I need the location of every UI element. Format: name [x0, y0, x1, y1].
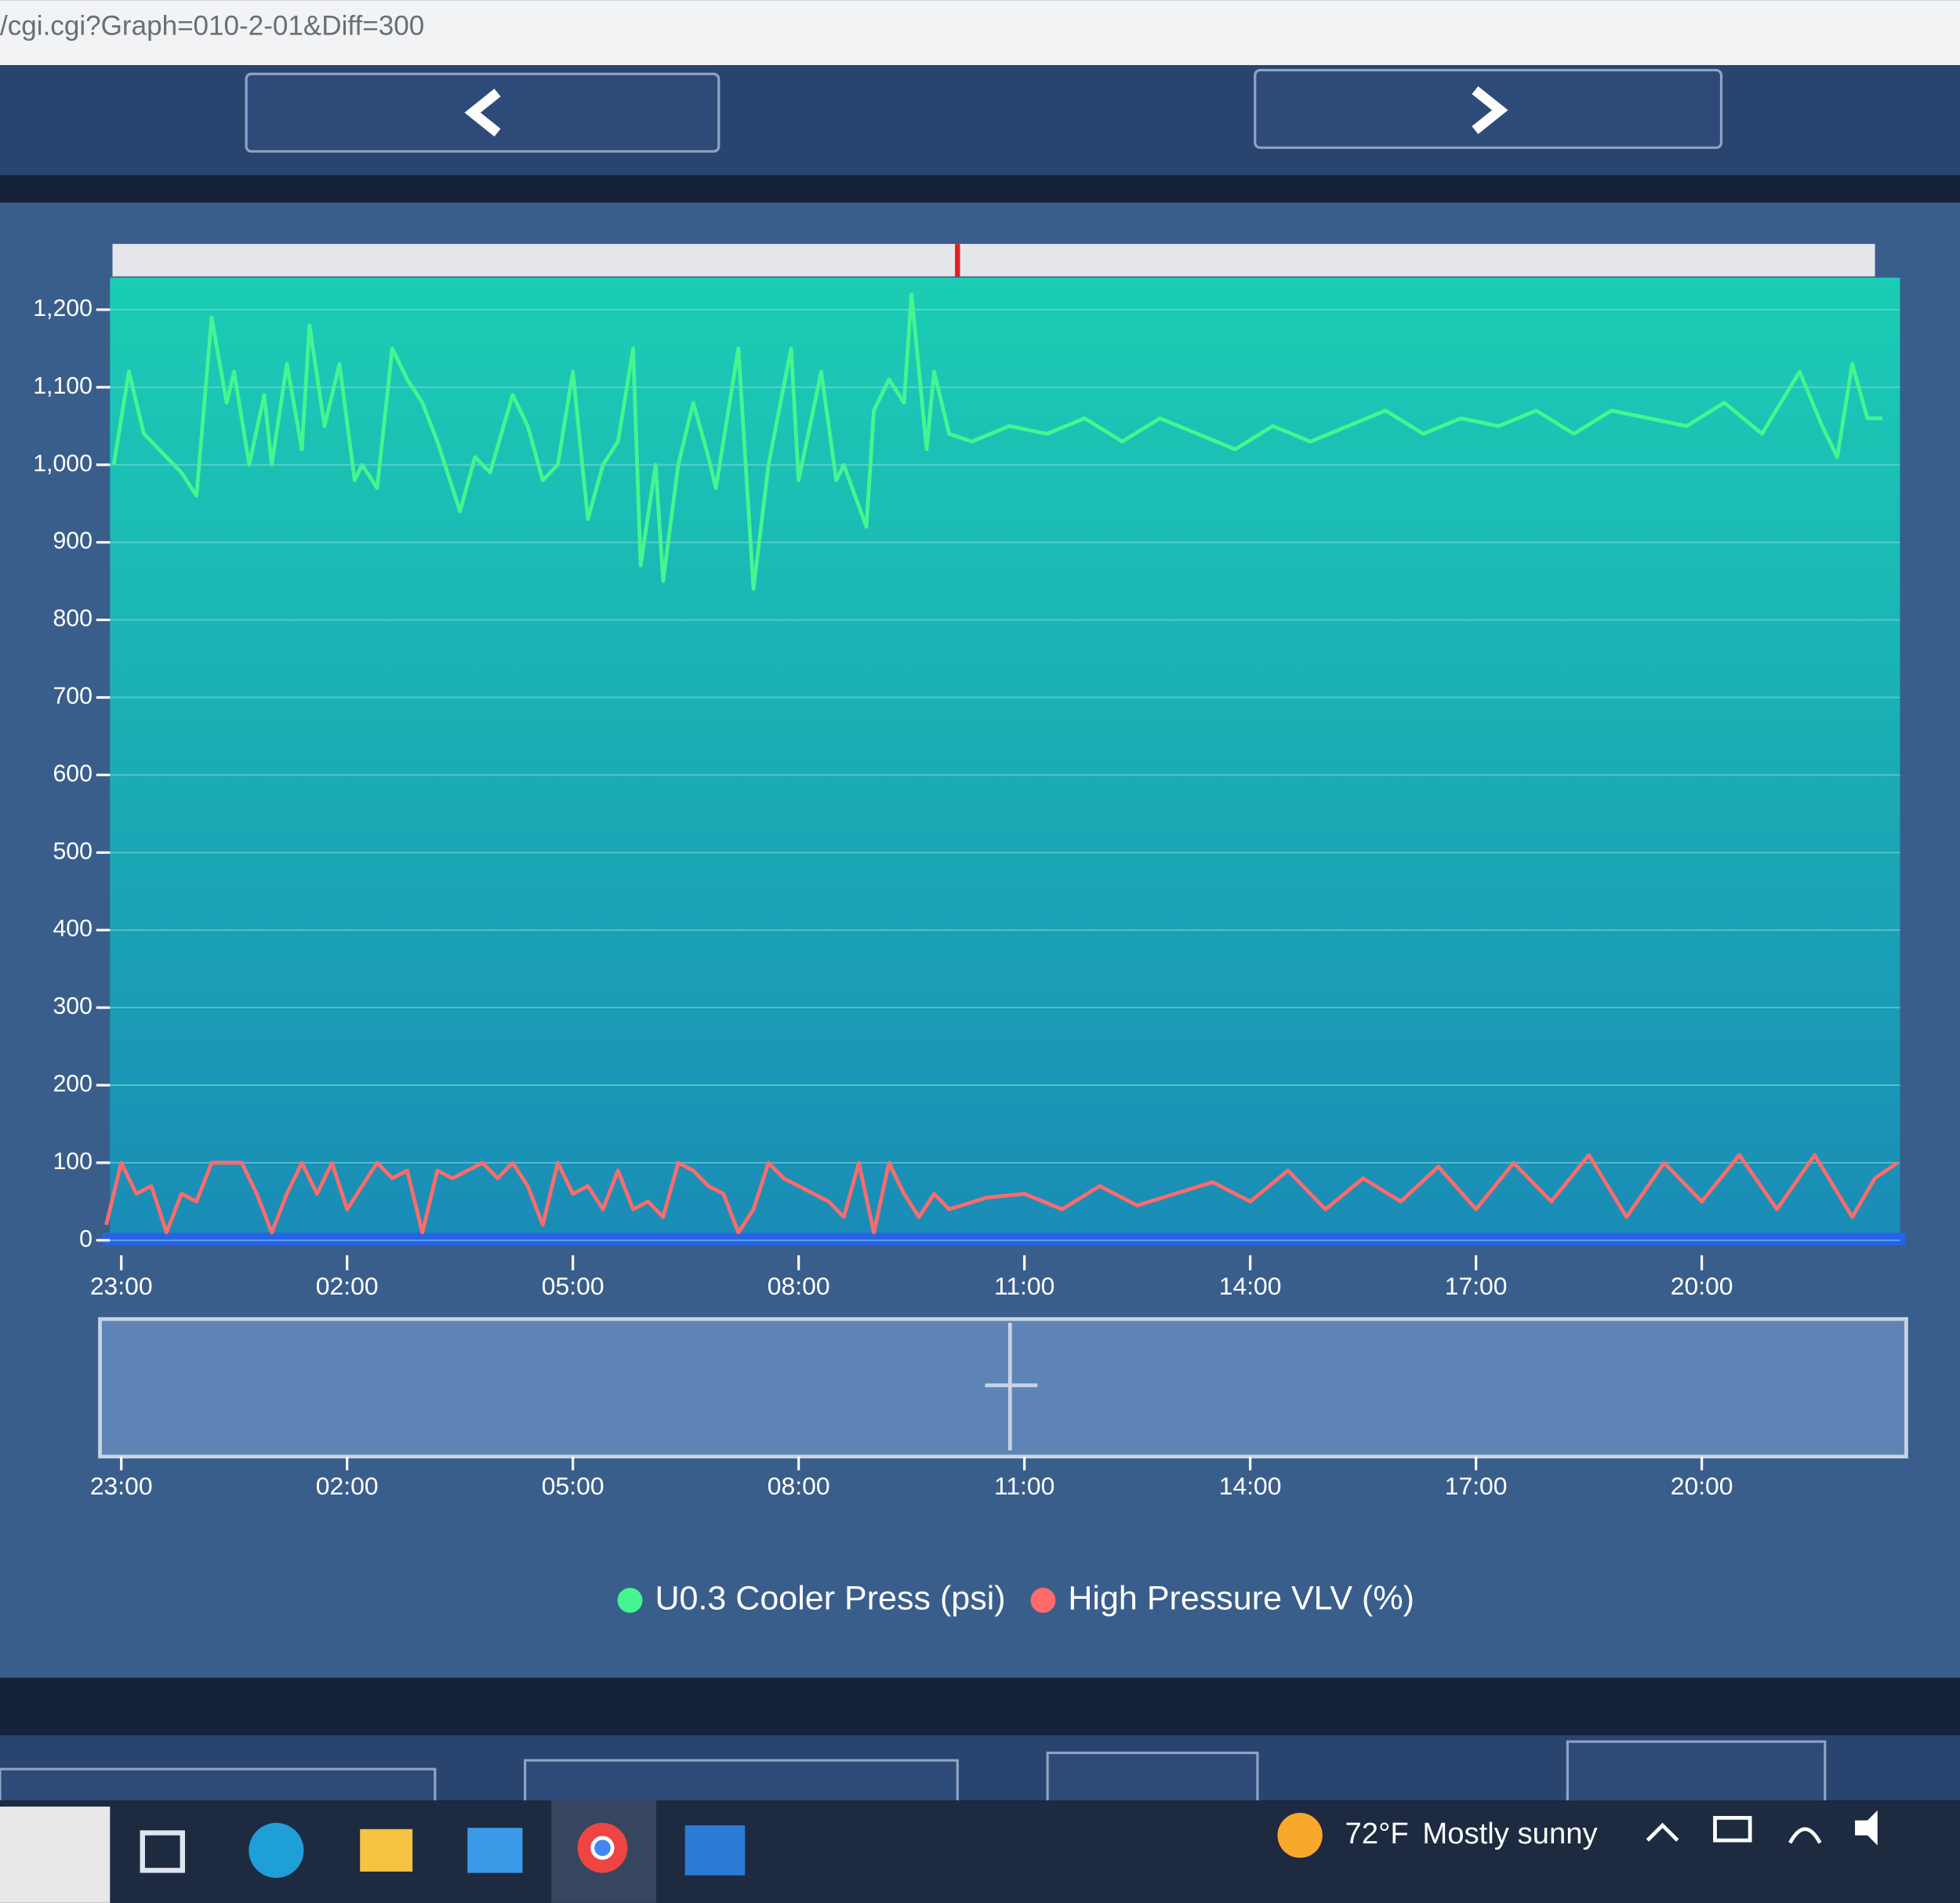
control-button[interactable]	[1046, 1751, 1259, 1804]
y-tick-label: 600	[53, 761, 93, 786]
y-tick-label: 1,000	[33, 451, 93, 477]
scrollbar[interactable]	[112, 244, 1875, 277]
wifi-icon[interactable]	[1788, 1827, 1822, 1844]
x-tick-label: 08:00	[768, 1272, 830, 1300]
y-tick-label: 100	[53, 1149, 93, 1175]
plot-area	[110, 278, 1900, 1240]
x-tick-label: 17:00	[1445, 1272, 1508, 1300]
navigator-x-tick-label: 20:00	[1671, 1472, 1733, 1500]
temperature[interactable]: 72°F	[1345, 1817, 1409, 1850]
chrome-center	[590, 1836, 615, 1860]
next-button[interactable]	[1254, 68, 1723, 149]
navigator-x-tick-label: 14:00	[1219, 1472, 1282, 1500]
weather-icon[interactable]	[1277, 1813, 1323, 1858]
y-tick-label: 1,200	[33, 296, 93, 321]
task-view-icon[interactable]	[140, 1830, 185, 1873]
navigator-x-tick-label: 05:00	[542, 1472, 604, 1500]
navigator-x-tick-label: 11:00	[994, 1472, 1054, 1500]
mail-icon[interactable]	[467, 1828, 523, 1873]
x-tick-label: 20:00	[1671, 1272, 1733, 1300]
next-icon	[1472, 85, 1508, 134]
x-tick-label: 05:00	[542, 1272, 604, 1300]
type-select[interactable]	[524, 1759, 959, 1807]
volume-icon[interactable]	[1855, 1810, 1878, 1846]
prev-button[interactable]	[245, 72, 720, 153]
control-button[interactable]	[1566, 1740, 1827, 1803]
address-bar	[0, 0, 1960, 66]
prev-icon	[464, 89, 501, 137]
navigator-x-tick-label: 17:00	[1445, 1472, 1508, 1500]
url[interactable]: /cgi.cgi?Graph=010-2-01&Diff=300	[0, 11, 424, 42]
y-tick-label: 0	[79, 1226, 93, 1252]
navigator-x-tick-label: 08:00	[768, 1472, 830, 1500]
y-tick-label: 700	[53, 683, 93, 709]
divider	[0, 1677, 1960, 1736]
search-box[interactable]	[0, 1807, 111, 1903]
x-tick-label: 11:00	[994, 1272, 1054, 1300]
y-tick-label: 1,100	[33, 373, 93, 399]
navigator-x-tick-label: 23:00	[90, 1472, 153, 1500]
y-tick-label: 900	[53, 528, 93, 554]
legend-label: U0.3 Cooler Press (psi)	[655, 1579, 1005, 1617]
y-tick-label: 500	[53, 838, 93, 864]
navigator-handle[interactable]	[985, 1323, 1038, 1451]
plot-layer: 0 100 200 300 400 500 600 700 800 900 1,000 1,100 1,…	[33, 292, 1900, 1500]
navigator[interactable]	[98, 1316, 1908, 1459]
series-line	[104, 1153, 1899, 1235]
weather-text[interactable]: Mostly sunny	[1422, 1817, 1598, 1850]
legend-marker	[617, 1588, 643, 1613]
y-tick-label: 300	[53, 993, 93, 1019]
divider	[0, 175, 1960, 203]
x-tick-label: 02:00	[316, 1272, 379, 1300]
edge-icon[interactable]	[249, 1822, 304, 1878]
baseline-bar	[102, 1233, 1905, 1246]
outlook-icon[interactable]	[684, 1825, 746, 1876]
y-tick-label: 200	[53, 1071, 93, 1097]
y-tick-label: 400	[53, 916, 93, 942]
tray-expand[interactable]	[1646, 1822, 1679, 1842]
navigator-x-tick-label: 02:00	[316, 1472, 379, 1500]
x-tick-label: 23:00	[90, 1272, 153, 1300]
x-tick-label: 14:00	[1219, 1272, 1282, 1300]
scroll-marker	[955, 244, 960, 277]
legend: U0.3 Cooler Press (psi) High Pressure VLV…	[617, 1579, 1414, 1617]
taskbar	[0, 1800, 1960, 1903]
series-line	[111, 292, 1882, 591]
y-tick-label: 800	[53, 606, 93, 632]
legend-marker	[1030, 1588, 1056, 1613]
tray-icon[interactable]	[1713, 1816, 1752, 1843]
legend-label: High Pressure VLV (%)	[1068, 1579, 1414, 1617]
explorer-icon[interactable]	[360, 1829, 413, 1872]
